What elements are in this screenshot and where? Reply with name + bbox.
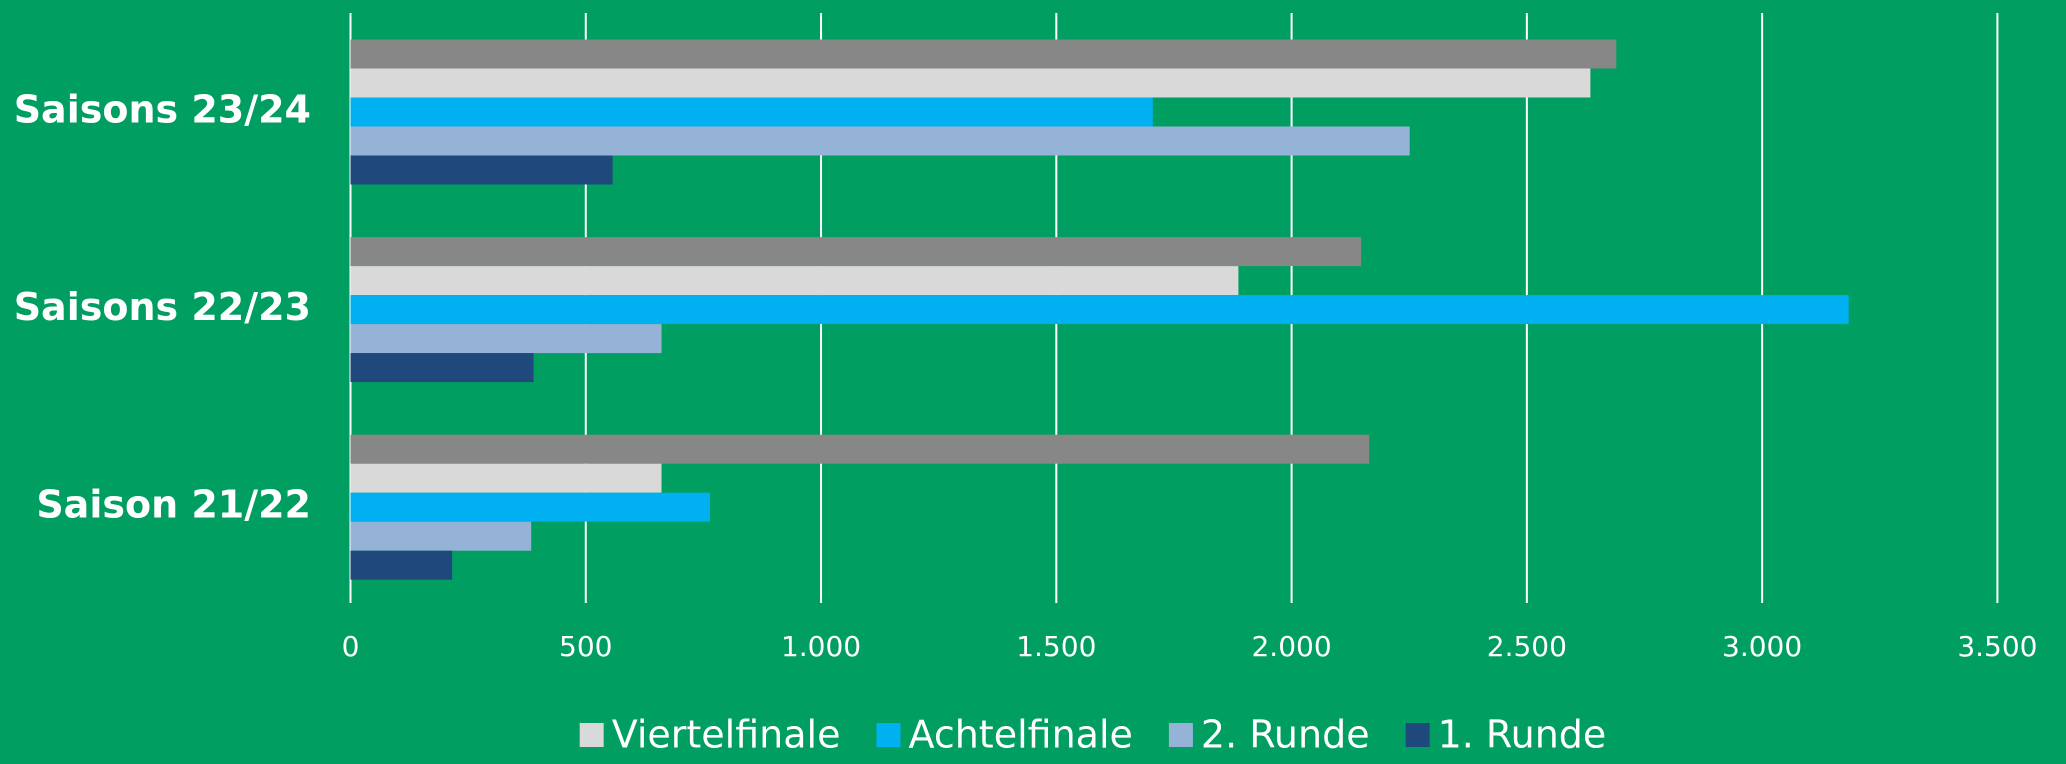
category-label: Saisons 22/23 [14, 285, 311, 329]
legend-swatch [876, 723, 901, 747]
x-tick-label: 2.500 [1487, 630, 1567, 663]
category-label: Saison 21/22 [36, 483, 311, 527]
x-tick-label: 1.500 [1016, 630, 1096, 663]
bar [350, 463, 662, 493]
x-tick-label: 3.000 [1722, 630, 1802, 663]
bar [350, 324, 662, 354]
x-tick-label: 0 [342, 630, 360, 663]
bar [350, 155, 613, 185]
category-label: Saisons 23/24 [14, 88, 311, 132]
bar [350, 492, 710, 522]
legend-label: Viertelfinale [612, 713, 841, 757]
x-tick-label: 1.000 [781, 630, 861, 663]
bar [350, 39, 1617, 69]
x-tick-label: 3.500 [1957, 630, 2037, 663]
bar [350, 97, 1153, 127]
bar [350, 353, 534, 383]
bar [350, 237, 1362, 267]
legend-swatch [1405, 723, 1430, 747]
x-tick-label: 2.000 [1251, 630, 1331, 663]
bar [350, 550, 453, 580]
legend-label: 1. Runde [1438, 713, 1607, 757]
bar [350, 295, 1849, 325]
bar [350, 68, 1591, 98]
bar [350, 266, 1239, 296]
legend-label: Achtelfinale [909, 713, 1133, 757]
x-tick-label: 500 [559, 630, 612, 663]
legend-swatch [1168, 723, 1193, 747]
bar [350, 434, 1370, 464]
bar [350, 126, 1410, 156]
legend-swatch [579, 723, 604, 747]
bar [350, 521, 532, 551]
legend-label: 2. Runde [1201, 713, 1370, 757]
